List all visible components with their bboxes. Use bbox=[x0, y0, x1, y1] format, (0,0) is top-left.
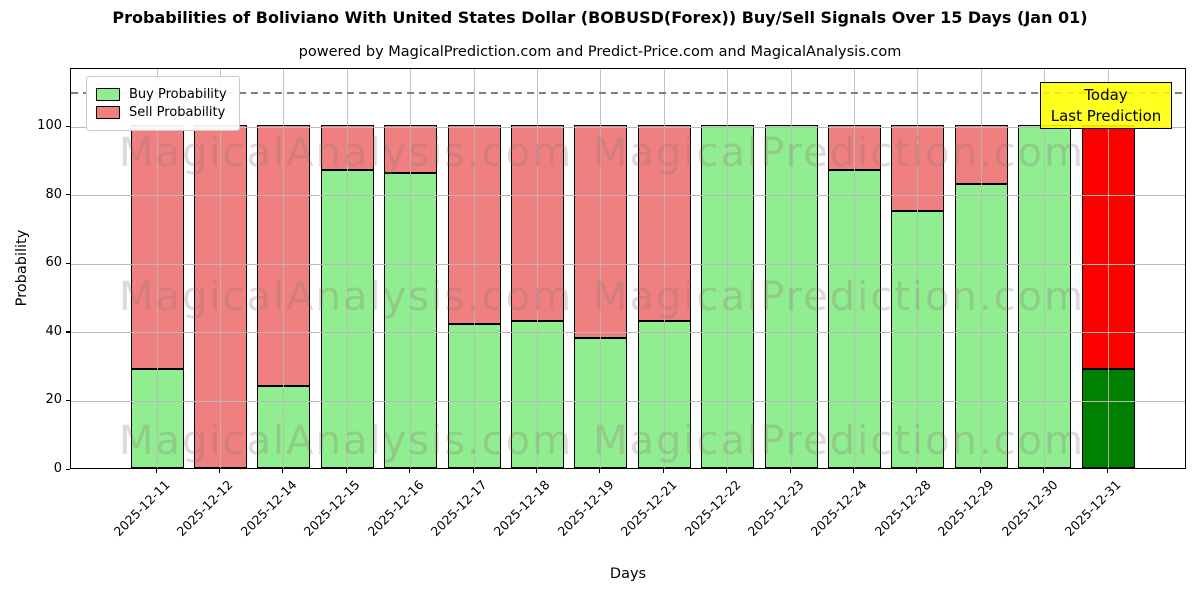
today-annotation-line2: Last Prediction bbox=[1050, 106, 1162, 125]
y-tick-mark bbox=[66, 262, 70, 265]
x-tick-label: 2025-12-16 bbox=[364, 477, 427, 539]
watermark-text: MagicalPrediction.com bbox=[593, 130, 1085, 176]
today-annotation-line1: Today bbox=[1084, 85, 1128, 104]
y-tick-mark bbox=[66, 468, 70, 470]
plot-area: MagicalAnalysis.com MagicalPrediction.com… bbox=[70, 68, 1186, 469]
v-gridline bbox=[283, 69, 285, 468]
x-tick-label: 2025-12-22 bbox=[681, 477, 744, 539]
x-tick-mark bbox=[345, 469, 347, 473]
x-axis-label: Days bbox=[609, 566, 647, 582]
v-gridline bbox=[410, 69, 412, 468]
legend-item: Sell Probability bbox=[96, 105, 227, 120]
legend-label: Buy Probability bbox=[129, 87, 227, 102]
x-tick-label: 2025-12-19 bbox=[554, 477, 617, 539]
h-gridline bbox=[71, 195, 1185, 197]
v-gridline bbox=[1107, 69, 1109, 468]
y-tick-label: 100 bbox=[37, 118, 62, 134]
x-tick-label: 2025-12-17 bbox=[427, 477, 490, 539]
x-tick-mark bbox=[979, 469, 981, 473]
watermark-text: MagicalAnalysis.com bbox=[118, 130, 574, 176]
y-tick-mark bbox=[66, 125, 70, 127]
v-gridline bbox=[536, 69, 538, 468]
h-gridline bbox=[71, 332, 1185, 334]
v-gridline bbox=[663, 69, 665, 468]
x-tick-mark bbox=[155, 469, 157, 473]
x-tick-label: 2025-12-21 bbox=[617, 477, 680, 539]
y-tick-label: 40 bbox=[45, 323, 62, 339]
legend-swatch-sell-icon bbox=[96, 106, 120, 119]
x-tick-label: 2025-12-15 bbox=[300, 477, 363, 539]
v-gridline bbox=[790, 69, 792, 468]
y-tick-mark bbox=[66, 194, 70, 196]
chart-title: Probabilities of Boliviano With United S… bbox=[112, 8, 1088, 27]
v-gridline bbox=[156, 69, 158, 468]
v-gridline bbox=[219, 69, 221, 468]
x-tick-mark bbox=[662, 469, 664, 473]
legend-label: Sell Probability bbox=[129, 105, 226, 120]
h-gridline bbox=[71, 263, 1185, 265]
v-gridline bbox=[346, 69, 348, 468]
x-tick-mark bbox=[472, 469, 474, 473]
chart-subtitle: powered by MagicalPrediction.com and Pre… bbox=[298, 44, 902, 60]
x-tick-label: 2025-12-23 bbox=[744, 477, 807, 539]
x-tick-label: 2025-12-29 bbox=[934, 477, 997, 539]
x-tick-label: 2025-12-14 bbox=[237, 477, 300, 539]
x-tick-mark bbox=[916, 469, 918, 473]
today-annotation: Today Last Prediction bbox=[1040, 82, 1172, 129]
x-tick-label: 2025-12-24 bbox=[808, 477, 870, 539]
x-tick-mark bbox=[282, 469, 284, 473]
x-tick-mark bbox=[599, 469, 601, 473]
v-gridline bbox=[917, 69, 919, 468]
y-tick-label: 20 bbox=[45, 392, 62, 408]
legend-item: Buy Probability bbox=[96, 87, 227, 102]
v-gridline bbox=[473, 69, 475, 468]
watermark-text: MagicalAnalysis.com bbox=[118, 274, 574, 320]
watermark-text: MagicalPrediction.com bbox=[593, 274, 1085, 320]
y-tick-mark bbox=[66, 331, 70, 333]
x-tick-mark bbox=[852, 469, 855, 473]
x-tick-label: 2025-12-18 bbox=[491, 477, 553, 539]
h-gridline bbox=[71, 400, 1185, 402]
v-gridline bbox=[1044, 69, 1046, 468]
x-tick-mark bbox=[1043, 469, 1045, 473]
x-tick-mark bbox=[535, 469, 538, 473]
v-gridline bbox=[727, 69, 729, 468]
y-tick-label: 0 bbox=[53, 461, 62, 476]
watermark-text: MagicalAnalysis.com bbox=[118, 418, 574, 464]
legend: Buy Probability Sell Probability bbox=[86, 76, 240, 131]
y-tick-label: 80 bbox=[45, 186, 62, 202]
v-gridline bbox=[853, 69, 855, 468]
watermark-text: MagicalPrediction.com bbox=[593, 418, 1085, 464]
x-tick-mark bbox=[789, 469, 791, 473]
y-tick-mark bbox=[66, 399, 70, 402]
x-tick-mark bbox=[1106, 469, 1108, 473]
x-tick-label: 2025-12-11 bbox=[110, 477, 173, 539]
x-tick-mark bbox=[409, 469, 411, 473]
x-tick-mark bbox=[218, 469, 221, 473]
x-tick-label: 2025-12-12 bbox=[174, 477, 236, 539]
x-tick-label: 2025-12-28 bbox=[871, 477, 934, 539]
legend-swatch-buy-icon bbox=[96, 88, 120, 101]
x-tick-label: 2025-12-30 bbox=[998, 477, 1061, 539]
x-tick-label: 2025-12-31 bbox=[1061, 477, 1124, 539]
x-tick-mark bbox=[726, 469, 728, 473]
h-gridline bbox=[71, 126, 1185, 128]
v-gridline bbox=[980, 69, 982, 468]
v-gridline bbox=[600, 69, 602, 468]
dashed-threshold-line bbox=[71, 92, 1185, 94]
y-tick-label: 60 bbox=[45, 255, 62, 271]
